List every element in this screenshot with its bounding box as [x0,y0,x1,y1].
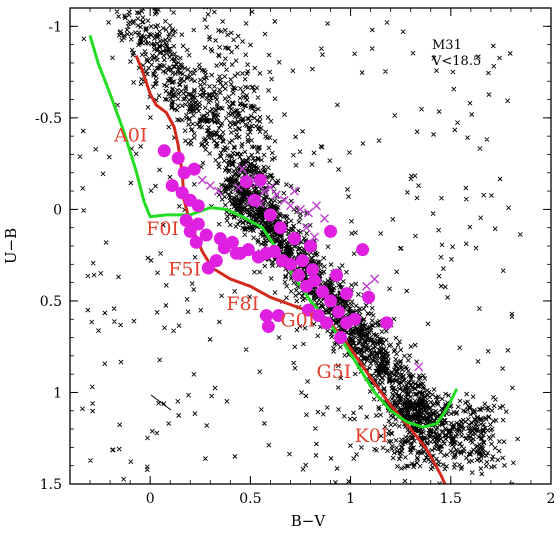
supergiant-cross [233,182,243,192]
supergiant-markers [157,144,424,372]
axis-ticks: 0 0.5 1 1.5 2 -1 -0.5 0 0.5 1 1.5 [35,8,555,507]
supergiant-cross [197,175,207,185]
x-axis-title: B−V [291,512,327,530]
supergiant-cross [259,186,269,196]
supergiant-cross [237,164,247,174]
supergiant-cross [213,186,223,196]
x-tick-label: 2 [547,491,556,507]
green-sequence-line [88,35,459,429]
supergiant-point [330,268,344,282]
spectral-label-a0i: A0I [113,125,147,147]
annotation-line-2: V<18.5 [431,54,481,69]
supergiant-cross [251,179,261,189]
y-tick-label: -0.5 [35,111,62,127]
supergiant-point [229,246,243,260]
y-tick-label: 1.5 [40,477,62,493]
spectral-type-labels: A0I F0I F5I F8I G0I G5I K0I [113,125,388,447]
supergiant-cross [304,208,313,218]
supergiant-cross [255,199,265,209]
supergiant-point [199,228,213,242]
supergiant-cross [414,362,424,372]
y-tick-label: 1 [53,385,62,401]
supergiant-point [157,144,171,158]
supergiant-point [356,243,370,257]
supergiant-point [334,331,348,345]
supergiant-cross [310,232,320,242]
spectral-label-f0i: F0I [146,218,179,240]
supergiant-cross [265,182,275,192]
supergiant-point [177,166,191,180]
supergiant-cross [362,281,372,291]
supergiant-point [348,312,362,326]
supergiant-point [324,224,338,238]
supergiant-point [312,309,326,323]
supergiant-cross [205,181,215,191]
supergiant-point [273,221,287,235]
spectral-label-f5i: F5I [168,258,201,280]
supergiant-point [332,305,346,319]
supergiant-point [259,309,273,323]
supergiant-point [171,151,185,165]
spectral-label-g0i: G0I [280,310,315,332]
x-tick-label: 0.5 [239,491,261,507]
supergiant-point [308,274,322,288]
stray-dash [150,394,172,411]
supergiant-point [225,235,239,249]
x-tick-label: 0 [146,491,155,507]
supergiant-point [267,244,281,258]
supergiant-point [191,199,205,213]
red-sequence-line [134,55,447,484]
supergiant-point [283,257,297,271]
supergiant-cross [245,195,255,205]
supergiant-point [165,179,179,193]
spectral-label-f8i: F8I [226,293,259,315]
supergiant-point [179,213,193,227]
supergiant-point [304,239,317,253]
spectral-label-g5i: G5I [317,361,352,383]
supergiant-cross [285,201,295,211]
supergiant-point [324,294,338,308]
supergiant-cross [320,214,330,224]
y-tick-label: 0.5 [40,294,62,310]
x-tick-label: 1.5 [440,491,462,507]
supergiant-point [261,320,275,334]
supergiant-point [295,254,309,268]
supergiant-point [271,309,285,323]
supergiant-cross [301,223,311,233]
supergiant-point [189,235,203,249]
supergiant-cross [370,274,380,284]
x-tick-label: 1 [346,491,355,507]
supergiant-point [263,208,277,222]
supergiant-cross [295,204,305,214]
supergiant-cross [312,201,322,211]
supergiant-point [187,162,201,176]
supergiant-point [316,285,330,299]
supergiant-point [241,243,255,257]
supergiant-cross [271,190,281,200]
supergiant-point [287,232,301,246]
supergiant-point [291,268,305,282]
y-axis-title: U−B [2,228,20,264]
supergiant-point [301,303,315,317]
supergiant-point [209,254,223,268]
supergiant-point [306,263,320,277]
y-tick-label: -1 [48,19,62,35]
supergiant-point [247,193,261,207]
spectral-label-k0i: K0I [355,425,389,447]
supergiant-point [362,290,376,304]
y-tick-label: 0 [53,202,62,218]
supergiant-point [183,224,197,238]
supergiant-cross [289,186,299,196]
supergiant-point [380,316,394,330]
annotation-line-1: M31 [432,38,462,53]
supergiant-point [340,287,354,301]
sequence-lines [88,35,459,484]
